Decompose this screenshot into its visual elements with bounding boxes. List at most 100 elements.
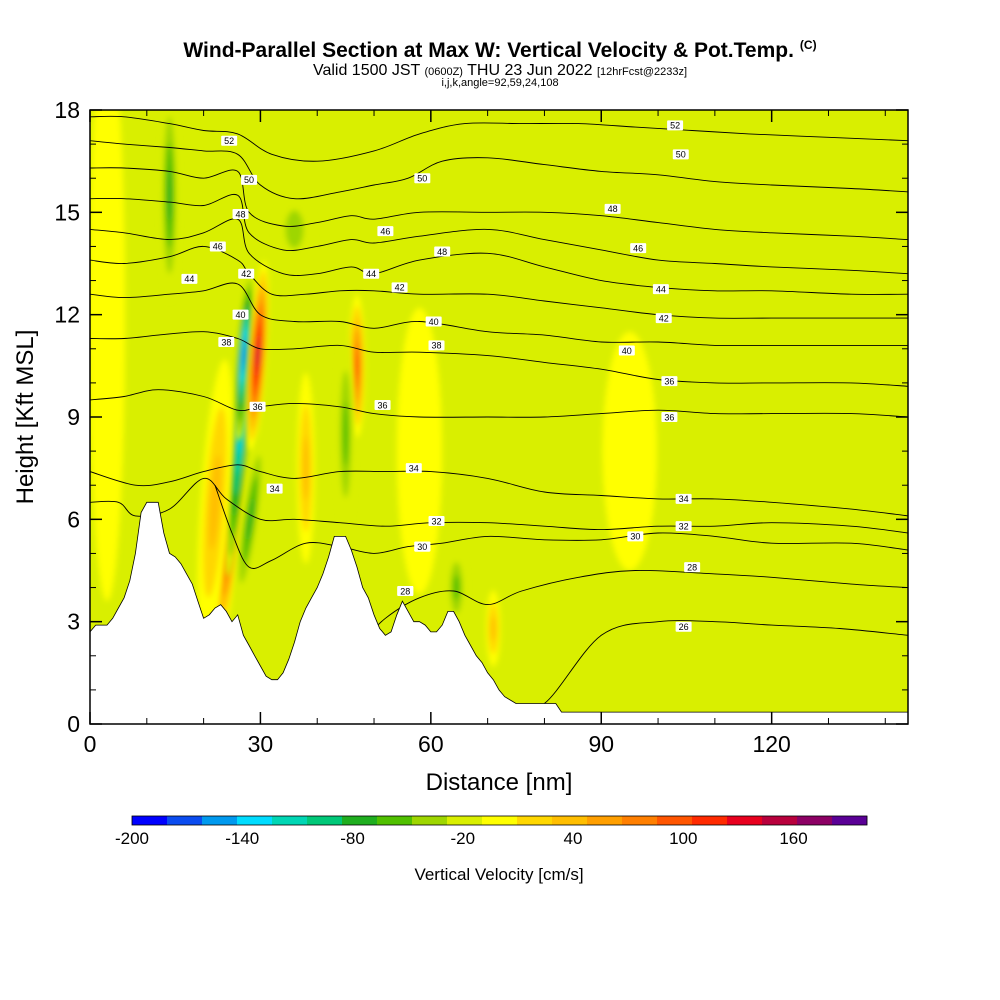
isentrope-label: 36 bbox=[249, 401, 266, 412]
velocity-feature bbox=[246, 260, 269, 451]
isentrope-label-text: 50 bbox=[417, 174, 427, 184]
isentrope-label: 46 bbox=[377, 226, 394, 236]
isentrope-label-text: 52 bbox=[224, 136, 234, 146]
x-tick-label: 60 bbox=[418, 731, 444, 757]
x-axis: 0 30 60 90 120 bbox=[84, 110, 886, 757]
isentrope-36 bbox=[90, 389, 908, 418]
isentrope-label-text: 32 bbox=[679, 521, 689, 531]
isentrope-label: 48 bbox=[232, 209, 249, 219]
isentrope-label-text: 42 bbox=[241, 269, 251, 279]
x-tick-label: 90 bbox=[588, 731, 614, 757]
isentrope-label-text: 34 bbox=[679, 494, 689, 504]
colorbar-swatch bbox=[272, 816, 308, 825]
terrain bbox=[90, 501, 908, 724]
grid-params: i,j,k,angle=92,59,24,108 bbox=[441, 77, 559, 89]
isentrope-label-text: 26 bbox=[679, 622, 689, 632]
isentrope-40 bbox=[90, 282, 908, 347]
isentrope-28 bbox=[362, 569, 908, 643]
y-tick-label: 12 bbox=[54, 302, 80, 328]
y-axis-label: Height [Kft MSL] bbox=[12, 330, 39, 505]
isentrope-label-text: 36 bbox=[664, 376, 674, 386]
colorbar-tick-label: 160 bbox=[779, 829, 807, 848]
colorbar-swatch bbox=[832, 816, 868, 825]
colorbar-swatch bbox=[237, 816, 273, 825]
colorbar-tick-label: -20 bbox=[450, 829, 475, 848]
isentrope-label-text: 44 bbox=[184, 274, 194, 284]
colorbar-swatch bbox=[797, 816, 833, 825]
copyright-mark: (C) bbox=[799, 38, 817, 52]
velocity-band bbox=[167, 169, 172, 222]
isentrope-30 bbox=[214, 485, 908, 569]
isentrope-label: 42 bbox=[655, 313, 672, 323]
colorbar-swatch bbox=[517, 816, 553, 825]
isentrope-label-text: 28 bbox=[400, 586, 410, 596]
isentrope-label-text: 40 bbox=[236, 310, 246, 320]
velocity-feature bbox=[161, 110, 178, 301]
velocity-band bbox=[302, 436, 309, 501]
colorbar-swatch bbox=[622, 816, 658, 825]
isentrope-label-text: 34 bbox=[409, 463, 419, 473]
colorbar-swatch bbox=[132, 816, 168, 825]
y-tick-label: 9 bbox=[67, 404, 80, 430]
isentrope-42 bbox=[90, 245, 908, 319]
isentrope-label-text: 50 bbox=[676, 150, 686, 160]
valid-time: Valid 1500 JST bbox=[312, 62, 420, 79]
isentrope-label: 50 bbox=[672, 149, 689, 160]
isentrope-label: 40 bbox=[232, 309, 249, 320]
y-tick-label: 0 bbox=[67, 711, 80, 737]
isentrope-label: 34 bbox=[405, 463, 422, 473]
isentrope-label: 32 bbox=[428, 516, 445, 526]
isentrope-label-text: 38 bbox=[221, 337, 231, 347]
isentrope-46 bbox=[90, 193, 908, 275]
velocity-band bbox=[90, 110, 126, 602]
isentrope-38 bbox=[90, 331, 908, 387]
colorbar-tick-label: -80 bbox=[340, 829, 365, 848]
velocity-band bbox=[355, 353, 359, 378]
colorbar-tick-label: -200 bbox=[115, 829, 149, 848]
isentrope-label: 32 bbox=[675, 521, 692, 531]
isentrope-label-text: 30 bbox=[630, 532, 640, 542]
plot-area: 26 28 30 32 34 36 38 40 42 44 46 48 50 52 52 50 48 46 44 42… bbox=[90, 110, 908, 724]
isentrope-52 bbox=[90, 115, 908, 162]
x-tick-label: 30 bbox=[248, 731, 274, 757]
colorbar-swatch bbox=[657, 816, 693, 825]
colorbar-swatch bbox=[447, 816, 483, 825]
velocity-band bbox=[243, 346, 246, 366]
velocity-feature bbox=[235, 434, 265, 605]
isentrope-label: 38 bbox=[218, 336, 235, 347]
isentrope-label: 42 bbox=[238, 268, 255, 279]
isentrope-label: 50 bbox=[241, 174, 258, 185]
isentrope-50 bbox=[90, 140, 908, 200]
isentrope-label: 40 bbox=[618, 345, 635, 356]
isentrope-label-text: 46 bbox=[213, 242, 223, 252]
forecast-info: [12hrFcst@2233z] bbox=[596, 66, 688, 78]
isentrope-label-text: 42 bbox=[659, 313, 669, 323]
x-tick-label: 0 bbox=[84, 731, 97, 757]
velocity-band bbox=[256, 345, 259, 367]
isentrope-label-text: 38 bbox=[432, 341, 442, 351]
colorbar-tick-label: 100 bbox=[669, 829, 697, 848]
isentrope-label: 36 bbox=[374, 400, 391, 410]
isentrope-label: 48 bbox=[434, 246, 451, 257]
isentrope-label-text: 46 bbox=[633, 243, 643, 253]
colorbar-tick-label: -140 bbox=[225, 829, 259, 848]
isentrope-label: 52 bbox=[667, 120, 684, 131]
velocity-feature bbox=[197, 359, 233, 646]
isentrope-label: 36 bbox=[661, 412, 678, 422]
chart-title-text: Wind-Parallel Section at Max W: Vertical… bbox=[183, 39, 794, 62]
isentrope-label-text: 46 bbox=[380, 226, 390, 236]
isentrope-label: 44 bbox=[363, 268, 380, 279]
colorbar-swatch bbox=[307, 816, 343, 825]
y-tick-label: 6 bbox=[67, 506, 80, 532]
isentrope-label-text: 40 bbox=[429, 317, 439, 327]
isentrope-label-text: 36 bbox=[253, 402, 263, 412]
isentrope-label-text: 48 bbox=[236, 209, 246, 219]
colorbar-swatch bbox=[167, 816, 203, 825]
colorbar-swatch bbox=[692, 816, 728, 825]
colorbar-swatch bbox=[412, 816, 448, 825]
velocity-feature bbox=[296, 372, 315, 564]
isentrope-label: 50 bbox=[414, 173, 431, 184]
isentrope-label: 52 bbox=[221, 135, 238, 146]
valid-utc: (0600Z) bbox=[424, 66, 463, 78]
chart-subtitle: Valid 1500 JST (0600Z) THU 23 Jun 2022 [… bbox=[0, 62, 1000, 80]
